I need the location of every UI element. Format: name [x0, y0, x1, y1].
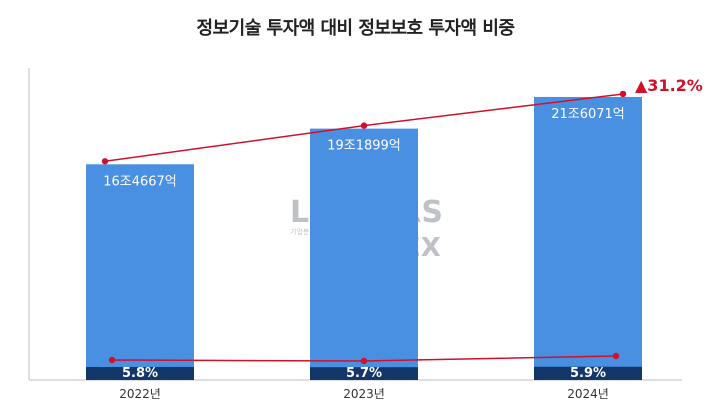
growth-annotation: ▲31.2%	[635, 76, 703, 95]
bar-ratio-0	[86, 366, 194, 380]
bar-total-0	[86, 164, 194, 380]
bar-ratio-1	[310, 367, 418, 380]
ratio-trend-point-2	[612, 352, 620, 360]
total-value-label-1: 19조1899억	[327, 139, 401, 154]
bar-total-1	[310, 128, 418, 380]
ratio-value-label-0: 5.8%	[122, 366, 158, 381]
total-trend-point-0	[101, 158, 109, 165]
ratio-trend-point-0	[108, 356, 116, 364]
total-trend-point-1	[360, 122, 368, 129]
x-tick-label-1: 2023년	[343, 387, 385, 401]
total-trend-point-2	[619, 90, 627, 98]
trend-lines	[101, 90, 627, 365]
ratio-trend-point-1	[360, 357, 368, 365]
bar-ratio-2	[534, 366, 642, 380]
ratio-value-label-2: 5.9%	[570, 366, 606, 381]
bars	[86, 96, 642, 380]
total-value-label-2: 21조6071억	[551, 107, 625, 122]
chart-title: 정보기술 투자액 대비 정보보호 투자액 비중	[196, 18, 515, 39]
total-value-label-0: 16조4667억	[103, 174, 177, 189]
bar-total-2	[534, 96, 642, 380]
x-tick-label-2: 2024년	[567, 387, 609, 401]
ratio-value-label-1: 5.7%	[346, 366, 382, 381]
data-labels: 16조4667억 5.8% 2022년 19조1899억 5.7% 2023년 21조607…	[103, 76, 703, 401]
x-tick-label-0: 2022년	[119, 387, 161, 401]
